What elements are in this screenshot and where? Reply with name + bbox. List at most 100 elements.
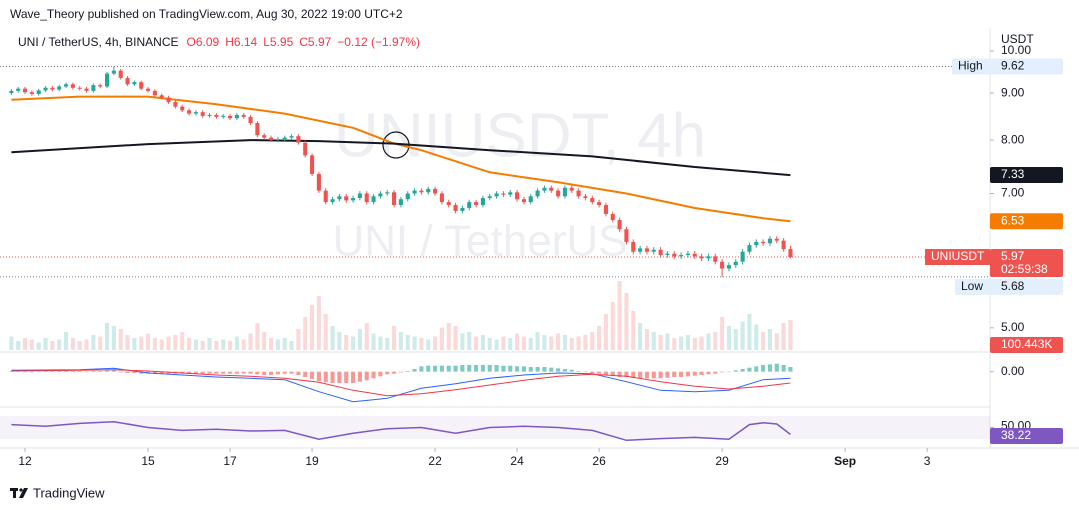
volume-bar <box>597 326 602 350</box>
macd-histogram <box>761 365 766 372</box>
macd-histogram <box>111 370 116 372</box>
macd-histogram <box>98 371 103 372</box>
macd-histogram <box>63 370 69 372</box>
macd-histogram <box>255 371 260 375</box>
rsi-value-box <box>990 428 1063 444</box>
volume-bar <box>303 317 308 350</box>
volume-bar <box>644 329 649 350</box>
macd-histogram <box>521 366 526 372</box>
high-value: 9.62 <box>1001 59 1025 73</box>
countdown: 02:59:38 <box>1001 262 1048 276</box>
macd-histogram <box>159 371 164 374</box>
volume-bar <box>474 336 479 350</box>
macd-histogram <box>248 371 253 374</box>
volume-bar <box>754 324 759 350</box>
macd-histogram <box>221 371 226 374</box>
candle-body <box>316 173 321 191</box>
volume-bar <box>453 326 458 350</box>
high: H6.14 <box>225 35 257 49</box>
candle-body <box>241 114 246 117</box>
macd-histogram <box>679 371 684 377</box>
volume-bar <box>501 336 506 350</box>
macd-histogram <box>323 371 328 383</box>
volume-bar <box>159 339 164 350</box>
x-tick-label: 17 <box>223 454 237 468</box>
volume-bar <box>269 338 274 350</box>
macd-histogram <box>330 371 335 383</box>
macd-histogram <box>125 371 130 373</box>
x-tick-label: 3 <box>924 454 931 468</box>
candle-body <box>494 193 499 197</box>
volume-bar <box>487 338 492 350</box>
candle-body <box>234 114 239 119</box>
volume-bar <box>446 323 451 350</box>
x-tick-label: 29 <box>715 454 729 468</box>
volume-bar <box>720 317 725 350</box>
candle-body <box>282 137 287 140</box>
volume-bar <box>788 319 793 350</box>
macd-histogram <box>439 365 444 372</box>
candle-body <box>269 137 274 141</box>
candle-body <box>303 142 308 156</box>
open: O6.09 <box>187 35 220 49</box>
logo-part <box>19 488 28 498</box>
volume-bar <box>631 311 636 350</box>
symbol-tag-box <box>925 249 990 266</box>
volume-bar <box>706 333 711 350</box>
candle-body <box>84 88 89 91</box>
volume-bar <box>357 329 362 350</box>
macd-histogram <box>269 371 274 375</box>
candle-body <box>761 241 766 244</box>
macd-histogram <box>624 371 629 377</box>
volume-bar <box>610 302 615 350</box>
macd-histogram <box>118 371 123 373</box>
candle-body <box>439 193 444 203</box>
symbol-legend: UNI / TetherUS, 4h, BINANCE O6.09 H6.14 L5.… <box>18 35 420 49</box>
candle-body <box>788 249 793 258</box>
candle-body <box>166 97 171 103</box>
symbol-tag: UNIUSDT <box>931 249 985 263</box>
candle-body <box>597 202 602 206</box>
candle-body <box>699 256 704 259</box>
candle-body <box>180 106 185 111</box>
volume-bar <box>63 332 69 350</box>
volume-bar <box>330 326 335 350</box>
x-tick-label: Sep <box>834 454 856 468</box>
volume-bar <box>289 341 294 350</box>
volume-bar <box>337 332 342 350</box>
change: −0.12 (−1.97%) <box>337 35 420 49</box>
high-label-box <box>952 58 990 75</box>
volume-bar <box>207 338 212 350</box>
macd-histogram <box>412 369 417 372</box>
volume-bar <box>515 333 520 350</box>
candle-body <box>405 193 410 200</box>
volume-bar <box>651 332 656 350</box>
logo-part <box>13 488 16 498</box>
macd-histogram <box>70 371 75 372</box>
candle-body <box>385 192 390 194</box>
volume-bar <box>70 338 75 350</box>
candle-body <box>364 193 369 203</box>
volume-bar <box>665 333 670 350</box>
volume-bar <box>726 326 731 350</box>
volume-bar <box>426 339 431 350</box>
macd-histogram <box>234 371 239 374</box>
macd-histogram <box>658 371 663 379</box>
candle-body <box>562 187 567 197</box>
macd-histogram <box>460 365 465 372</box>
volume-bar <box>542 335 547 350</box>
candle-body <box>159 95 164 98</box>
macd-histogram <box>467 365 472 372</box>
macd-histogram <box>713 371 718 374</box>
candle-body <box>747 245 752 252</box>
macd-histogram <box>699 371 704 375</box>
low-value-box <box>990 278 1063 295</box>
moving-average <box>11 139 791 177</box>
candle-body <box>193 112 198 114</box>
macd-histogram <box>289 371 294 374</box>
volume-bar <box>166 336 171 350</box>
ma-value-box <box>990 167 1063 184</box>
macd-histogram <box>241 371 246 374</box>
candle-body <box>644 248 649 252</box>
macd-histogram <box>337 371 342 383</box>
